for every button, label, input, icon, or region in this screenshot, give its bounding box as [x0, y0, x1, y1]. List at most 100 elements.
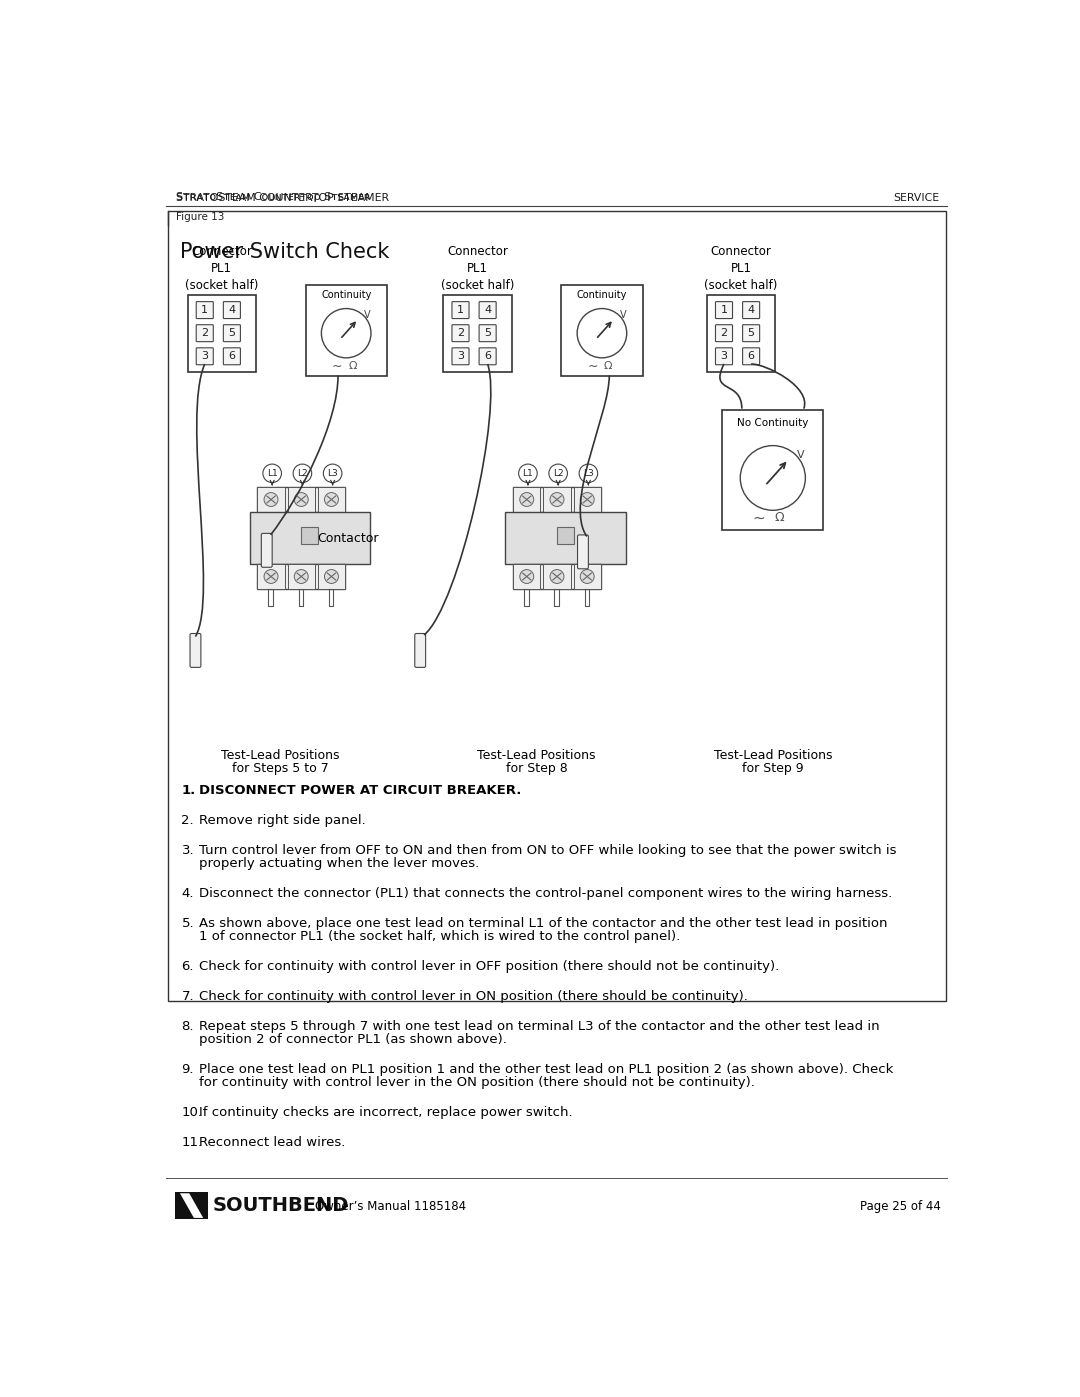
FancyBboxPatch shape — [451, 324, 469, 342]
Bar — [444, 295, 512, 372]
FancyBboxPatch shape — [261, 534, 272, 567]
Text: Repeat steps 5 through 7 with one test lead on terminal L3 of the contactor and : Repeat steps 5 through 7 with one test l… — [200, 1020, 880, 1032]
Text: V: V — [364, 310, 370, 320]
Text: Test-Lead Positions: Test-Lead Positions — [477, 749, 596, 761]
Circle shape — [740, 446, 806, 510]
Bar — [513, 488, 600, 511]
Text: STRATOSTEAM COUNTERTOP STEAMER: STRATOSTEAM COUNTERTOP STEAMER — [176, 193, 389, 203]
FancyBboxPatch shape — [451, 348, 469, 365]
FancyBboxPatch shape — [480, 302, 496, 319]
Text: SᴛʀᴀᴛᴏSᴛᴇᴀᴍ Cᴏᴜɴᴛᴇʀᴛᴏρ Sᴛᴇᴀᴍᴇʀ: SᴛʀᴀᴛᴏSᴛᴇᴀᴍ Cᴏᴜɴᴛᴇʀᴛᴏρ Sᴛᴇᴀᴍᴇʀ — [176, 193, 370, 203]
FancyBboxPatch shape — [224, 324, 241, 342]
Text: 6: 6 — [747, 351, 755, 362]
Text: Contactor: Contactor — [318, 532, 379, 545]
Bar — [257, 488, 345, 511]
Text: V: V — [797, 450, 805, 460]
FancyBboxPatch shape — [715, 302, 732, 319]
Polygon shape — [180, 1193, 203, 1218]
Text: Remove right side panel.: Remove right side panel. — [200, 813, 366, 827]
Circle shape — [580, 570, 594, 584]
Text: properly actuating when the lever moves.: properly actuating when the lever moves. — [200, 856, 480, 870]
Bar — [306, 285, 387, 376]
Circle shape — [293, 464, 312, 482]
Text: 3.: 3. — [181, 844, 194, 856]
Text: 7.: 7. — [181, 990, 194, 1003]
Bar — [318, 564, 345, 588]
Text: 1: 1 — [720, 305, 728, 316]
Circle shape — [323, 464, 342, 482]
Text: ∼: ∼ — [753, 510, 766, 525]
Text: L1: L1 — [523, 469, 534, 478]
Text: 6.: 6. — [181, 960, 194, 972]
Circle shape — [577, 309, 626, 358]
Circle shape — [579, 464, 597, 482]
Text: 3: 3 — [720, 351, 728, 362]
Text: As shown above, place one test lead on terminal L1 of the contactor and the othe: As shown above, place one test lead on t… — [200, 916, 888, 930]
Circle shape — [264, 570, 278, 584]
Bar — [513, 564, 540, 588]
Text: 4: 4 — [228, 305, 235, 316]
Bar — [318, 488, 345, 511]
Text: Page 25 of 44: Page 25 of 44 — [860, 1200, 941, 1213]
Text: 9.: 9. — [181, 1063, 194, 1076]
FancyBboxPatch shape — [197, 324, 213, 342]
Text: 3: 3 — [201, 351, 208, 362]
Text: Reconnect lead wires.: Reconnect lead wires. — [200, 1136, 346, 1150]
Bar — [513, 564, 600, 588]
Bar — [505, 511, 625, 564]
FancyBboxPatch shape — [197, 302, 213, 319]
Text: 8.: 8. — [181, 1020, 194, 1032]
Text: 4: 4 — [484, 305, 491, 316]
Text: 1: 1 — [457, 305, 464, 316]
Text: Connector
PL1
(socket half): Connector PL1 (socket half) — [185, 246, 258, 292]
FancyBboxPatch shape — [190, 633, 201, 668]
Text: ∼: ∼ — [332, 360, 342, 373]
Text: 11.: 11. — [181, 1136, 203, 1150]
Bar — [557, 527, 575, 545]
Bar — [249, 511, 369, 564]
Text: 1 of connector PL1 (the socket half, which is wired to the control panel).: 1 of connector PL1 (the socket half, whi… — [200, 930, 680, 943]
Text: DISCONNECT POWER AT CIRCUIT BREAKER.: DISCONNECT POWER AT CIRCUIT BREAKER. — [200, 784, 522, 796]
Text: 4: 4 — [747, 305, 755, 316]
Text: 5: 5 — [228, 328, 235, 338]
FancyBboxPatch shape — [224, 302, 241, 319]
Bar — [707, 295, 775, 372]
Bar — [257, 488, 284, 511]
FancyBboxPatch shape — [480, 324, 496, 342]
Bar — [188, 295, 256, 372]
Bar — [287, 488, 314, 511]
Circle shape — [519, 570, 534, 584]
Text: 1.: 1. — [181, 784, 195, 796]
Text: Owner’s Manual 1185184: Owner’s Manual 1185184 — [314, 1200, 465, 1213]
Text: 2.: 2. — [181, 813, 194, 827]
Text: 2: 2 — [720, 328, 728, 338]
FancyBboxPatch shape — [578, 535, 589, 569]
Text: If continuity checks are incorrect, replace power switch.: If continuity checks are incorrect, repl… — [200, 1106, 573, 1119]
Bar — [175, 1192, 207, 1220]
Text: L3: L3 — [583, 469, 594, 478]
FancyBboxPatch shape — [715, 348, 732, 365]
Circle shape — [322, 309, 372, 358]
Circle shape — [324, 570, 338, 584]
Text: Test-Lead Positions: Test-Lead Positions — [221, 749, 340, 761]
Text: L3: L3 — [327, 469, 338, 478]
Text: Test-Lead Positions: Test-Lead Positions — [714, 749, 832, 761]
Text: 1: 1 — [201, 305, 208, 316]
Text: 5.: 5. — [181, 916, 194, 930]
Circle shape — [518, 464, 537, 482]
Text: 4.: 4. — [181, 887, 194, 900]
Text: Disconnect the connector (PL1) that connects the control-panel component wires t: Disconnect the connector (PL1) that conn… — [200, 887, 892, 900]
Text: for Steps 5 to 7: for Steps 5 to 7 — [232, 763, 329, 775]
Bar — [513, 488, 540, 511]
Bar — [168, 211, 946, 1000]
FancyBboxPatch shape — [415, 633, 426, 668]
Bar — [573, 488, 600, 511]
Circle shape — [294, 493, 308, 507]
Text: Ω: Ω — [604, 362, 612, 372]
Bar — [543, 564, 570, 588]
Text: Continuity: Continuity — [321, 291, 372, 300]
Text: 6: 6 — [484, 351, 491, 362]
Text: L2: L2 — [297, 469, 308, 478]
Text: 5: 5 — [747, 328, 755, 338]
Text: Power Switch Check: Power Switch Check — [180, 242, 389, 261]
